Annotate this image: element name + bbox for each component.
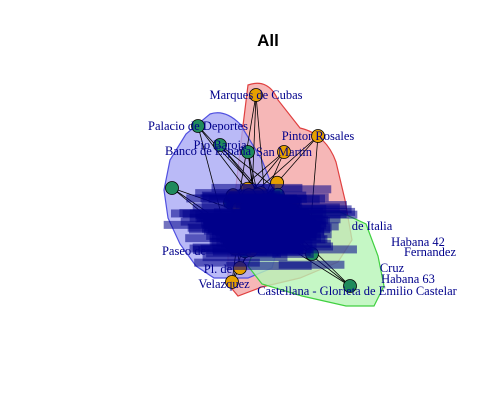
overlapping-label-mark [269,239,331,248]
network-node [343,279,357,293]
network-node [225,275,239,289]
node-label: Pio Baroja [193,138,247,152]
network-node [311,129,325,143]
node-label: Pl. de [204,262,233,276]
overlapping-label-mark [212,231,265,240]
overlapping-label-mark [212,244,304,253]
node-label: Pintor Rosales [282,129,355,143]
overlapping-label-mark [278,260,345,269]
overlapping-label-mark [258,197,301,206]
node-label: Castellana - Glorieta de Emilio Castelar [257,284,457,298]
label-clutter [163,183,358,270]
network-node [191,119,205,133]
node-label: Habana 63 [381,272,435,286]
overlapping-label-mark [187,223,237,232]
overlapping-label-mark [192,245,251,254]
node-labels: Marques de Cubas Palacio de Deportes Pinto… [148,88,458,298]
node-label: Velazquez [198,277,250,291]
chart-title: All [257,31,279,50]
node-label: Fernandez [404,245,457,259]
node-label: Marques de Cubas [209,88,302,102]
overlapping-label-mark [203,215,269,224]
overlapping-label-mark [272,249,314,258]
overlapping-label-mark [195,211,291,220]
node-label: Cruz [380,261,405,275]
node-label: de Italia [352,219,393,233]
network-node [241,145,255,159]
overlapping-label-mark [281,185,332,194]
node-label: Habana 42 [391,235,445,249]
overlapping-label-mark [224,199,281,208]
overlapping-label-mark [194,258,260,267]
node-label: Paseo de [162,244,207,258]
overlapping-label-mark [265,215,312,224]
overlapping-label-mark [200,194,297,203]
node-label: Banco de España [165,144,252,158]
network-node [277,145,291,159]
overlapping-label-mark [221,239,287,248]
overlapping-label-mark [242,184,275,193]
network-node [213,138,227,152]
node-label: San Martin [256,145,313,159]
node-label: Palacio de Deportes [148,119,248,133]
overlapping-label-mark [226,261,312,270]
network-node [165,181,179,195]
network-node [249,88,263,102]
overlapping-label-mark [192,203,252,212]
overlapping-label-mark [242,227,309,236]
